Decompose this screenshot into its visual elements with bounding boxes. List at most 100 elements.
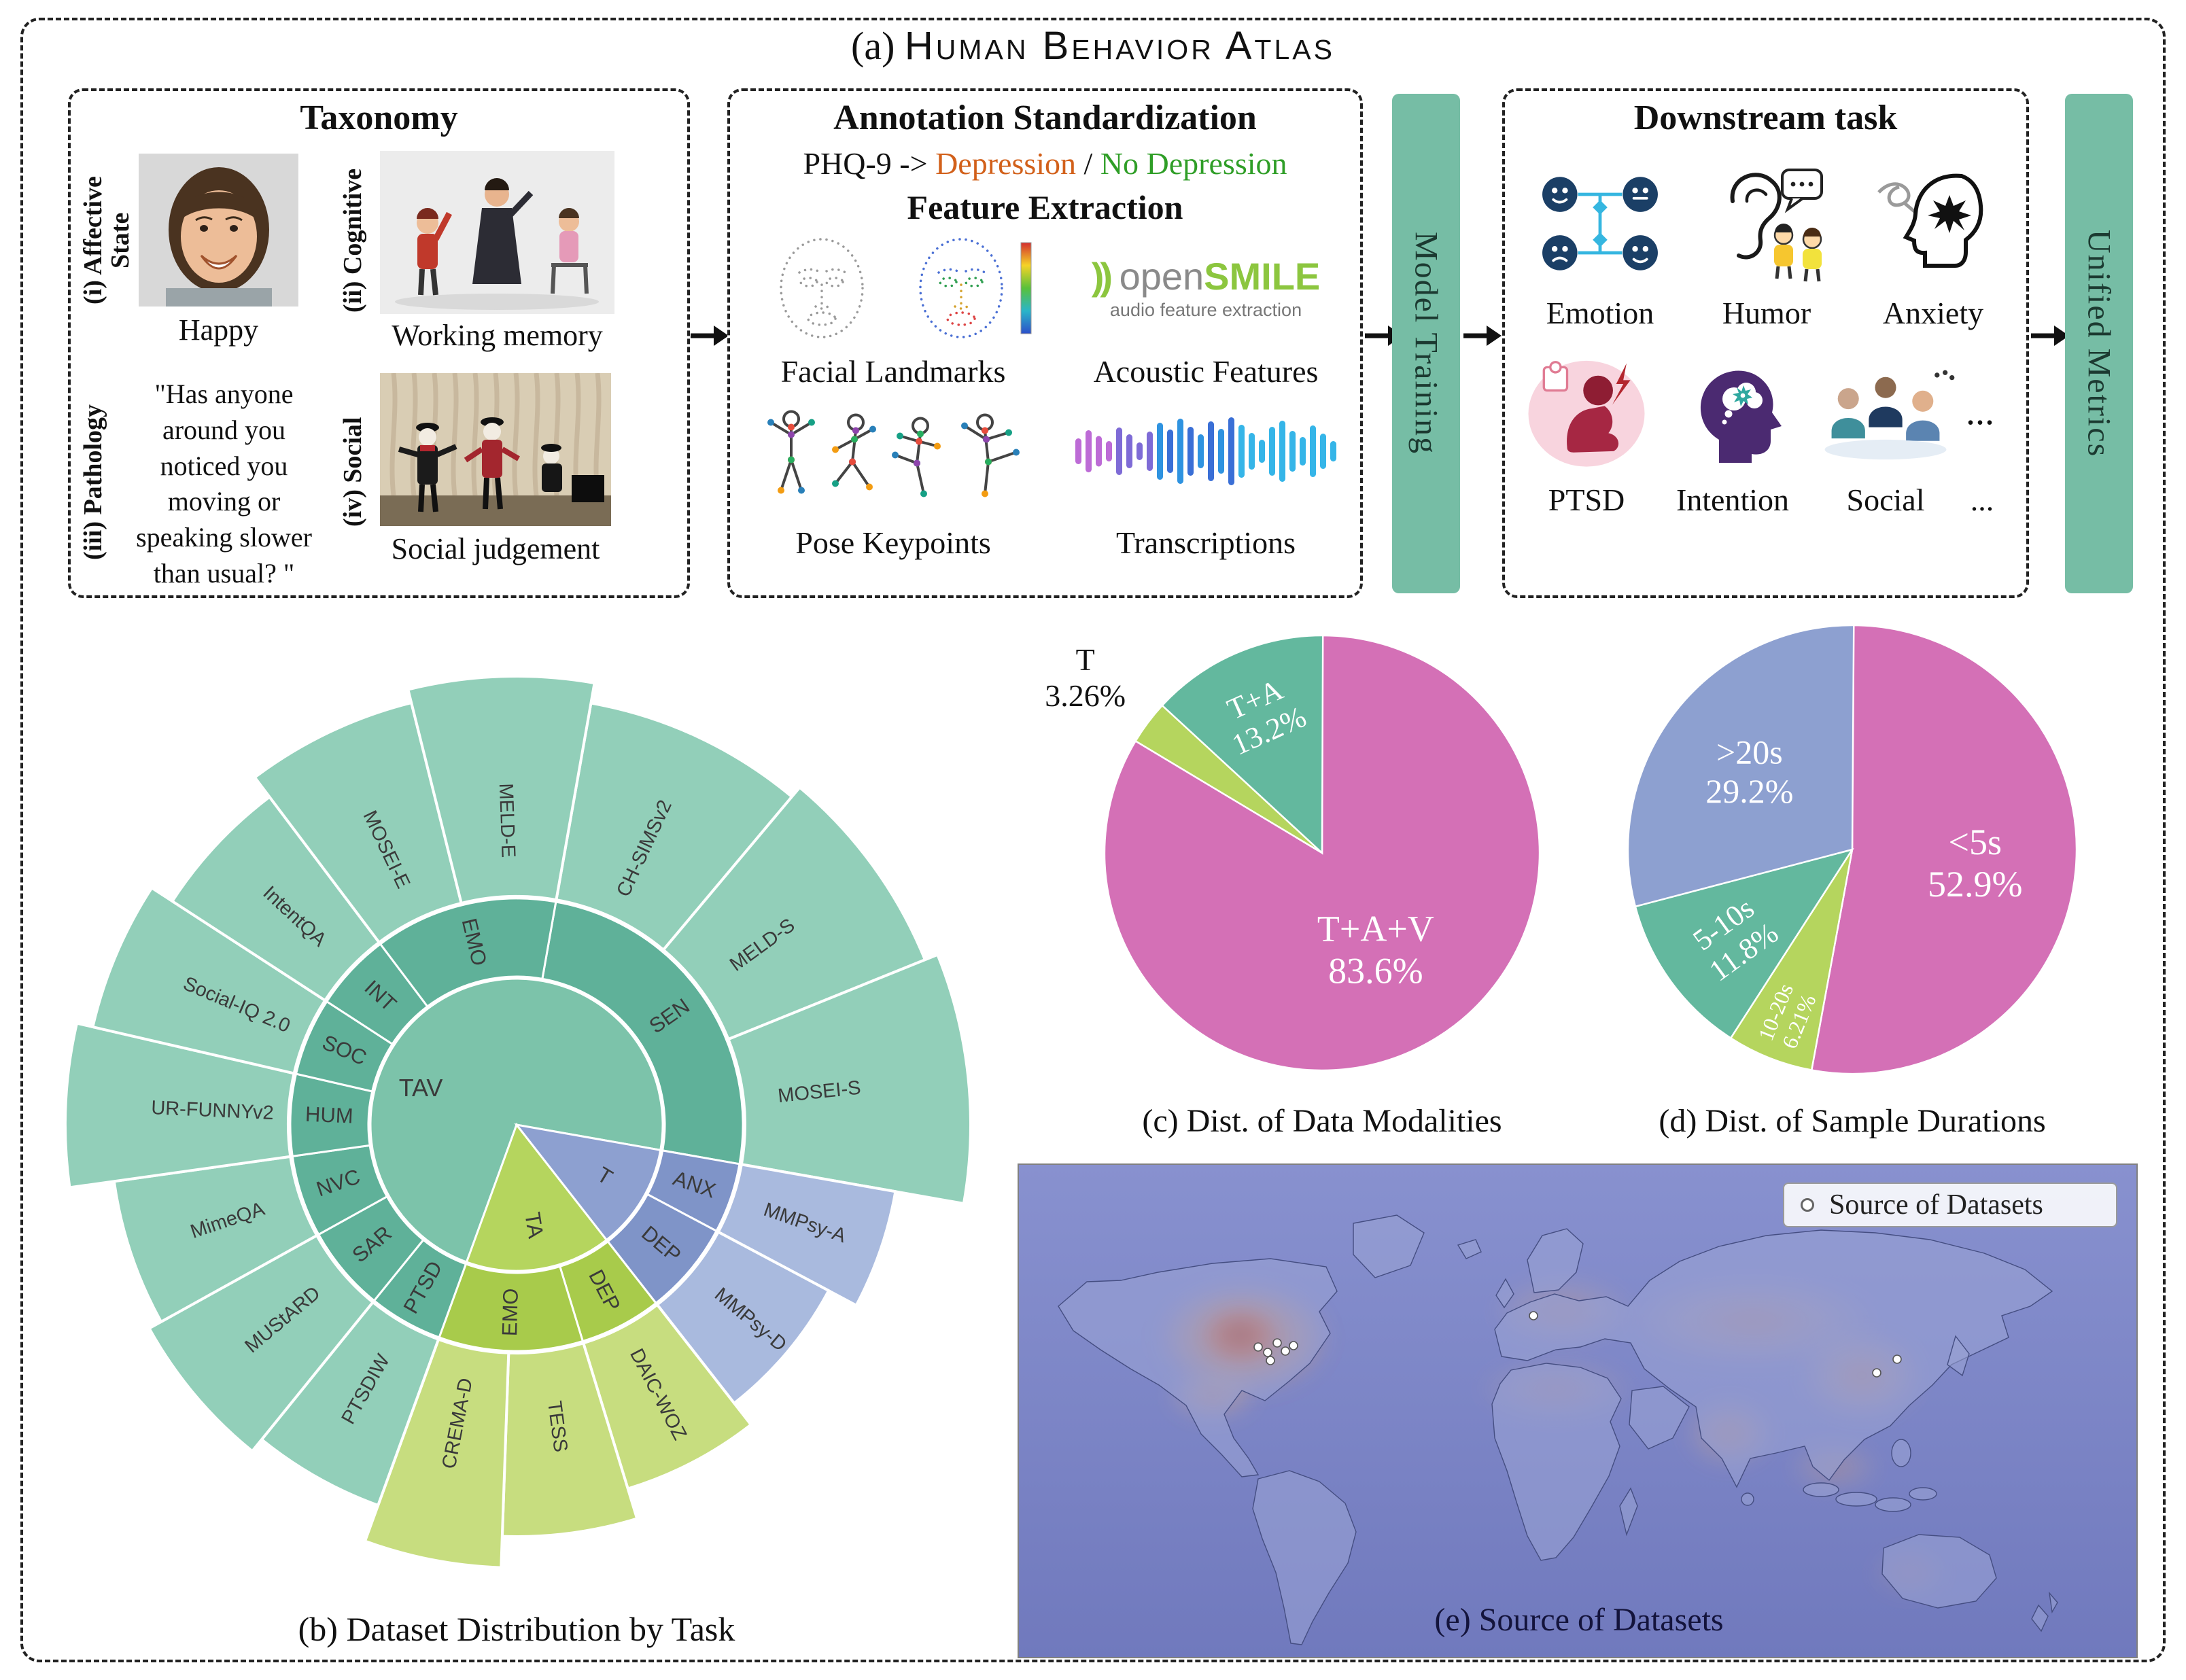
map-legend: Source of Datasets — [1783, 1183, 2117, 1227]
mime-image — [380, 373, 611, 526]
sunburst-label: TA — [520, 1210, 549, 1240]
annotation-title: Annotation Standardization — [833, 99, 1257, 137]
downstream-box: Downstream task — [1502, 88, 2029, 598]
unified-metrics-label: Unified Metrics — [2081, 229, 2117, 458]
anxiety-icon — [1877, 173, 1983, 268]
intention-label: Intention — [1676, 483, 1790, 517]
arrow-downstream-to-metrics — [2031, 326, 2069, 346]
taxonomy-label-pathology: (iii) Pathology — [79, 404, 107, 560]
legend-label: Source of Datasets — [1829, 1189, 2043, 1221]
unified-metrics-bar: Unified Metrics — [2065, 94, 2133, 593]
pose-joint — [808, 419, 815, 426]
pose-joint — [832, 446, 839, 453]
sunburst-label: UR-FUNNYv2 — [151, 1097, 275, 1124]
pose-joint — [914, 459, 920, 467]
sunburst-segment — [406, 675, 596, 905]
pie-label: >20s 29.2% — [1705, 733, 1793, 811]
pie-slice — [1627, 624, 1855, 908]
annotation-box: Annotation Standardization PHQ-9 -> Depr… — [727, 88, 1363, 598]
happy-caption: Happy — [178, 313, 259, 347]
feature-extraction-title: Feature Extraction — [907, 188, 1183, 226]
pathology-quote: "Has anyone around you noticed you movin… — [136, 379, 312, 589]
waveform-bar — [1289, 431, 1296, 472]
pose-joint — [866, 483, 873, 491]
waveform-bar — [1106, 441, 1112, 461]
pose-joint — [788, 456, 795, 463]
waveform-bar — [1320, 434, 1326, 469]
waveform-bar — [1157, 423, 1163, 480]
caption-e: (e) Source of Datasets — [1434, 1602, 1724, 1638]
waveform-bar — [1330, 441, 1336, 461]
legend-marker-icon — [1801, 1198, 1814, 1212]
waveform-bar — [1228, 417, 1234, 485]
pose-keypoints-icon — [767, 410, 1020, 497]
taxonomy-label-cognitive: (ii) Cognitive — [339, 168, 367, 313]
sunburst-label: EMO — [498, 1288, 523, 1337]
waveform-bar — [1198, 434, 1204, 468]
transcriptions-caption: Transcriptions — [1115, 525, 1296, 560]
humor-icon — [1730, 169, 1823, 282]
pose-joint — [897, 432, 903, 440]
sunburst-segment — [379, 897, 557, 1008]
waveform-bar — [1310, 425, 1316, 477]
dataset-markers — [1253, 1311, 1902, 1378]
sunburst-segment — [147, 1233, 375, 1454]
waveform-bar — [1238, 425, 1245, 478]
sunburst-segment — [716, 1163, 897, 1308]
waveform-bar — [1269, 427, 1275, 476]
opensmile-subtitle: audio feature extraction — [1109, 300, 1302, 320]
intention-icon — [1700, 370, 1782, 463]
caption-b: (b) Dataset Distribution by Task — [298, 1610, 735, 1648]
facial-landmarks-icon — [780, 238, 1032, 338]
sunburst-segment — [363, 1337, 510, 1569]
pose-joint — [869, 425, 876, 433]
sunburst-chart: TAVTATSENANXDEPDEPEMOPTSDSARNVCHUMSOCINT… — [64, 675, 972, 1569]
waveform-bar — [1116, 427, 1122, 475]
anxiety-label: Anxiety — [1882, 296, 1984, 330]
pose-joint — [982, 490, 988, 497]
waveform-bar — [1167, 430, 1173, 473]
sunburst-label: HUM — [305, 1102, 353, 1128]
pose-joint — [920, 490, 927, 497]
waveform-bar — [1300, 437, 1306, 466]
model-training-bar: Model Training — [1392, 94, 1460, 593]
sunburst-label: MELD-E — [495, 783, 519, 858]
waveform-bar — [1096, 436, 1102, 467]
humor-label: Humor — [1722, 296, 1811, 330]
taxonomy-title: Taxonomy — [300, 99, 458, 137]
pose-joint — [916, 438, 922, 445]
phq-depression: Depression — [935, 146, 1077, 181]
pose-joint — [767, 419, 774, 426]
sunburst-segment — [64, 1021, 296, 1189]
waveform-bar — [1137, 442, 1143, 460]
pie-label: <5s 52.9% — [1928, 822, 2022, 905]
opensmile-smile-text: SMILE — [1204, 255, 1321, 298]
pie-label: T 3.26% — [1045, 642, 1126, 713]
waveform-bar — [1279, 421, 1285, 482]
opensmile-open-text: open — [1119, 255, 1204, 298]
social-judgement-caption: Social judgement — [391, 532, 600, 565]
pose-joint — [849, 458, 856, 466]
waveform-bar — [1177, 419, 1183, 484]
sunburst-segment — [726, 953, 972, 1206]
phq-no-depression: No Depression — [1100, 146, 1287, 181]
arrow-training-to-downstream — [1463, 326, 1502, 346]
pose-joint — [917, 430, 924, 438]
happy-face-image — [139, 154, 298, 307]
waveform-bar — [1208, 421, 1214, 481]
caption-c: (c) Dist. of Data Modalities — [1142, 1103, 1502, 1139]
waveform-bar — [1126, 434, 1132, 468]
pose-joint — [852, 427, 859, 434]
opensmile-waves-icon: )) — [1091, 255, 1113, 298]
pose-joint — [985, 458, 992, 466]
pose-joint — [788, 423, 795, 431]
taxonomy-label-affective-state: (i) Affective State — [79, 176, 135, 305]
facial-landmarks-caption: Facial Landmarks — [780, 354, 1006, 389]
pie-slice — [1810, 624, 2078, 1075]
working-memory-image — [380, 151, 614, 314]
pose-joint — [832, 480, 839, 487]
pose-joint — [1005, 429, 1012, 436]
downstream-title: Downstream task — [1633, 99, 1898, 137]
waveform-bar — [1259, 440, 1265, 463]
pose-joint — [788, 431, 795, 438]
